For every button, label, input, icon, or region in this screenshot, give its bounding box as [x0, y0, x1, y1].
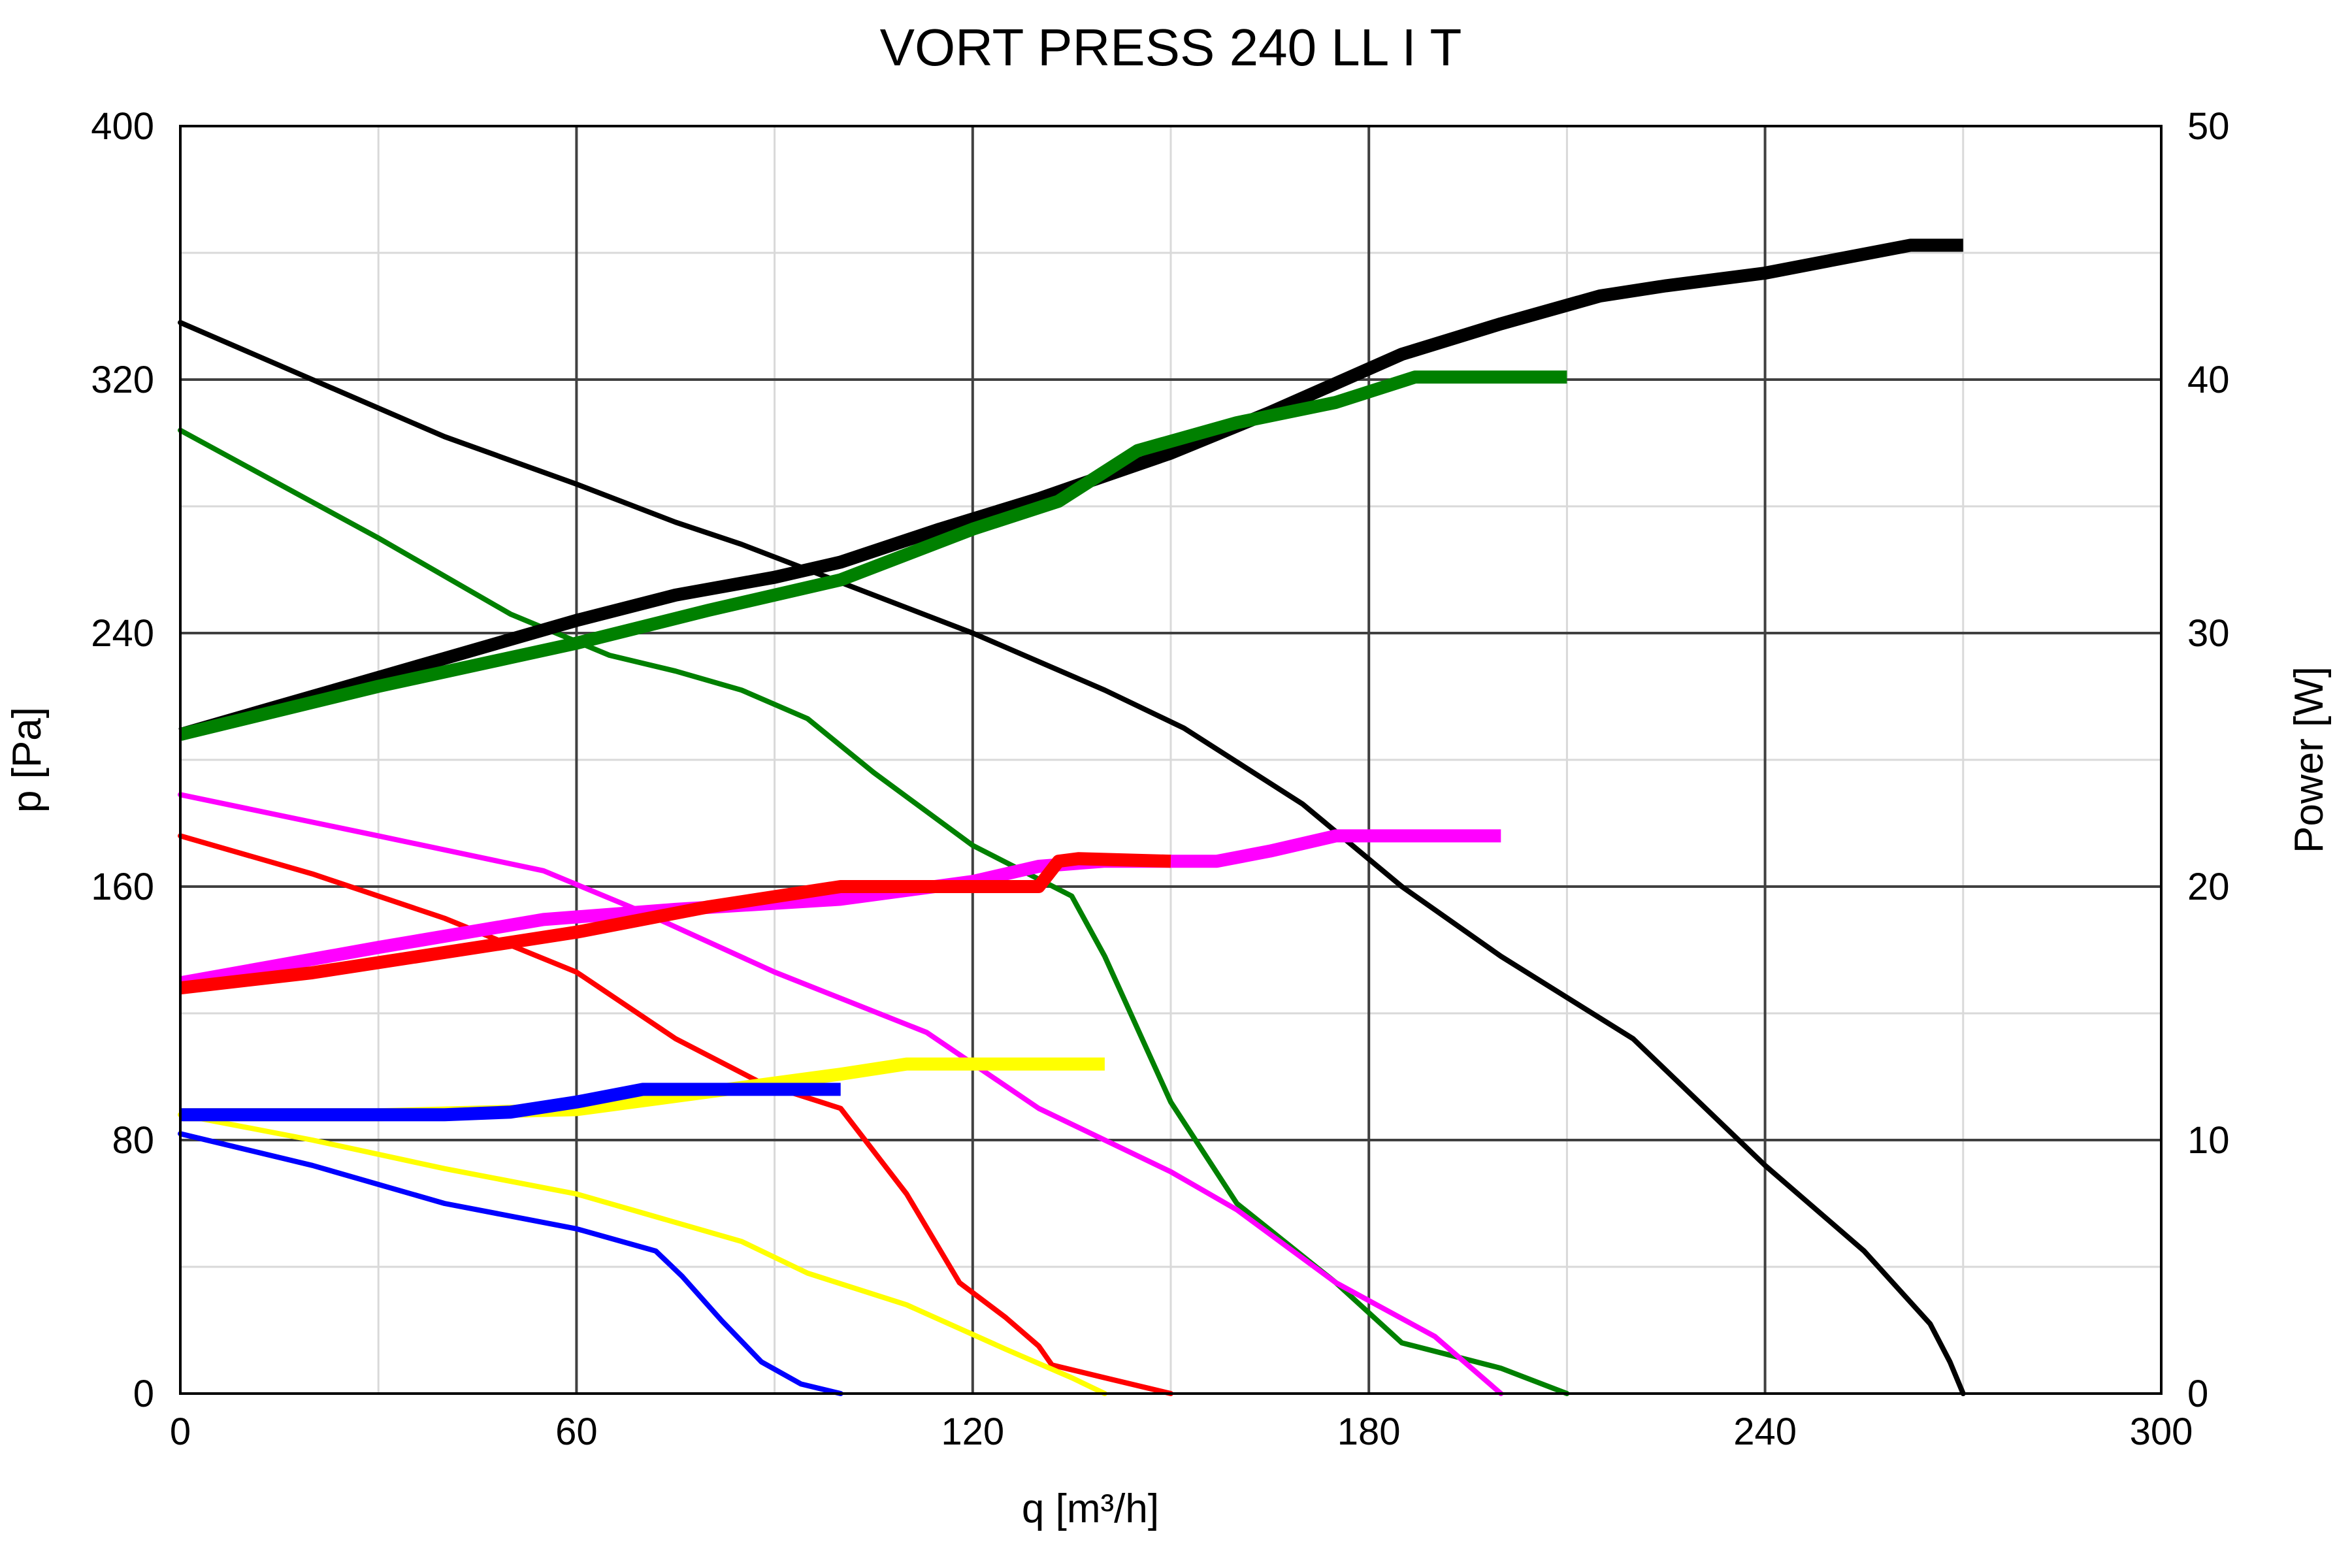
major-gridlines — [180, 126, 2161, 1394]
x-tick-label: 180 — [1337, 1411, 1401, 1453]
minor-gridlines — [180, 126, 2161, 1394]
y-tick-label: 400 — [91, 105, 154, 148]
y-tick-label: 320 — [91, 359, 154, 401]
y2-tick-label: 20 — [2187, 866, 2230, 908]
chart-title: VORT PRESS 240 LL I T — [880, 18, 1462, 76]
x-axis-label: q [m³/h] — [1022, 1486, 1159, 1531]
y2-tick-label: 50 — [2187, 105, 2230, 148]
y2-axis-label: Power [W] — [2287, 666, 2332, 853]
power-curve-red — [179, 852, 1171, 995]
y2-tick-label: 10 — [2187, 1119, 2230, 1162]
x-tick-label: 60 — [555, 1411, 598, 1453]
y-tick-label: 160 — [91, 866, 154, 908]
y2-tick-label: 40 — [2187, 359, 2230, 401]
y-tick-labels: 0 80 160 240 320 400 — [91, 105, 154, 1415]
y-tick-label: 240 — [91, 612, 154, 655]
power-curve-black — [178, 238, 1963, 741]
y2-tick-labels: 0 10 20 30 40 50 — [2187, 105, 2230, 1415]
y2-tick-label: 30 — [2187, 612, 2230, 655]
y-tick-label: 0 — [133, 1373, 154, 1415]
pressure-curve-black — [178, 319, 1966, 1396]
x-tick-label: 120 — [941, 1411, 1004, 1453]
pressure-curve-green — [178, 427, 1570, 1396]
power-curve-blue — [180, 1083, 841, 1122]
y2-tick-label: 0 — [2187, 1373, 2208, 1415]
plot-frame — [179, 125, 2163, 1395]
y-axis-label: p [Pa] — [5, 707, 50, 813]
power-curve-magenta — [179, 829, 1501, 990]
series-layer — [178, 238, 1966, 1396]
pressure-curve-blue — [178, 1131, 843, 1396]
x-tick-label: 240 — [1733, 1411, 1797, 1453]
x-tick-label: 300 — [2130, 1411, 2193, 1453]
y-tick-label: 80 — [112, 1119, 154, 1162]
power-curve-green — [178, 370, 1567, 741]
x-tick-label: 0 — [170, 1411, 191, 1453]
x-tick-labels: 0 60 120 180 240 300 — [170, 1411, 2193, 1453]
pressure-curve-yellow — [178, 1112, 1107, 1396]
